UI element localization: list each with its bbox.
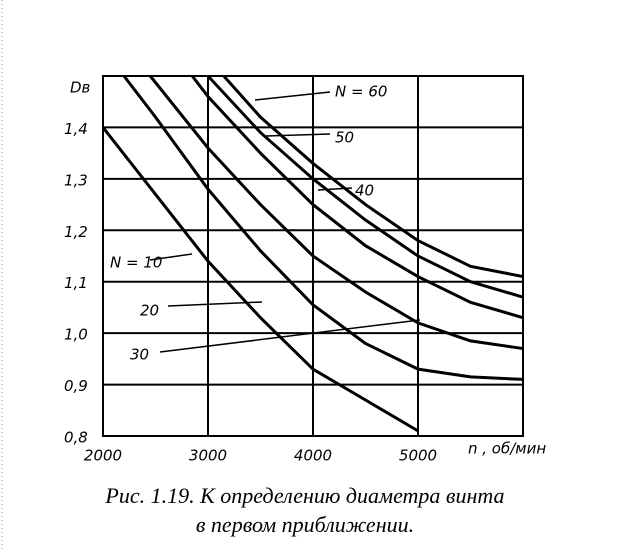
x-tick-label: 5000 (399, 447, 437, 465)
y-tick-label: 1,1 (64, 274, 88, 292)
curve (149, 75, 524, 351)
y-tick-label: 1,2 (64, 223, 88, 241)
x-tick-label: 3000 (189, 447, 227, 465)
y-tick-label: 0,8 (64, 429, 88, 447)
caption-line: в первом приближении. (196, 512, 414, 537)
series-label: N = 10 (110, 254, 162, 272)
x-tick-label: 4000 (294, 447, 332, 465)
y-axis-label: Dв (70, 79, 91, 97)
y-tick-label: 1,3 (64, 171, 88, 189)
leader-line (167, 301, 263, 307)
leader-line (159, 319, 421, 353)
x-tick-label: 2000 (84, 447, 122, 465)
series-label: 50 (335, 129, 354, 147)
curve (206, 74, 524, 299)
y-tick-label: 1,4 (64, 120, 88, 138)
leader-line (254, 91, 331, 101)
curve (122, 75, 524, 381)
series-label: 40 (355, 182, 374, 200)
series-label: N = 60 (335, 83, 387, 101)
series-label: 20 (140, 302, 159, 320)
curve (101, 126, 419, 433)
y-tick-label: 1,0 (64, 326, 88, 344)
curve (191, 75, 524, 320)
leader-line (149, 253, 193, 261)
curve (222, 75, 524, 279)
y-tick-label: 0,9 (64, 377, 88, 395)
x-axis-label: n , об/мин (468, 440, 546, 458)
leader-line (265, 133, 331, 137)
caption-line: Рис. 1.19. К определению диаметра винта (104, 483, 504, 508)
series-label: 30 (130, 346, 149, 364)
